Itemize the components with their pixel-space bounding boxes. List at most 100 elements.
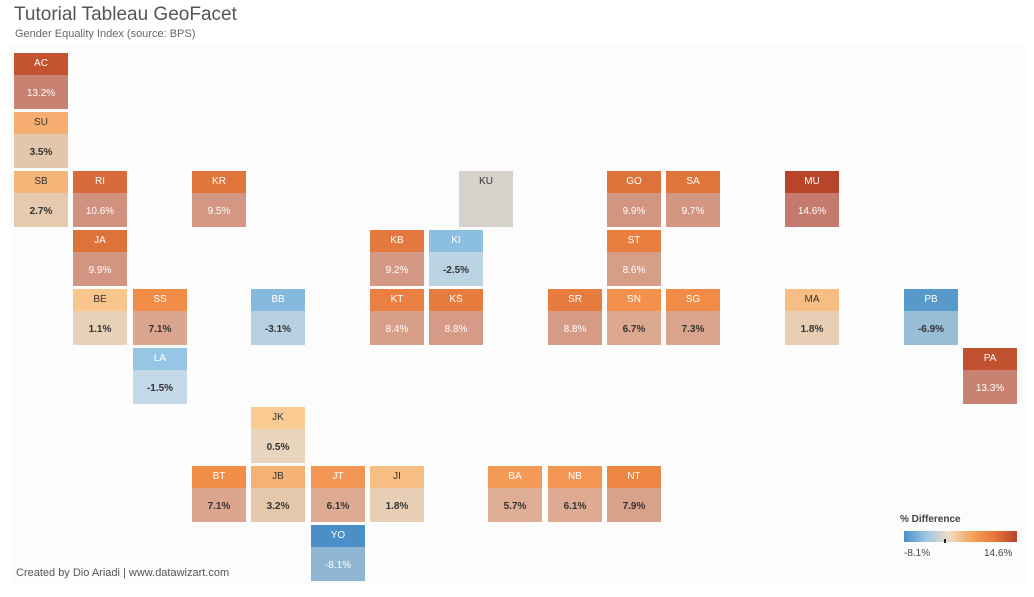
- tile-ma[interactable]: MA 1.8%: [785, 289, 839, 345]
- tile-area-edge: [251, 421, 305, 429]
- tile-la[interactable]: LA -1.5%: [133, 348, 187, 404]
- tile-ri[interactable]: RI 10.6%: [73, 171, 127, 227]
- tile-sa[interactable]: SA 9.7%: [666, 171, 720, 227]
- tile-code-label: MA: [804, 294, 820, 305]
- legend-max-label: 14.6%: [984, 548, 1013, 559]
- tile-area-edge: [459, 185, 513, 193]
- tile-body: [133, 368, 187, 404]
- tile-body: [488, 486, 542, 522]
- tile-yo[interactable]: YO -8.1%: [311, 525, 365, 581]
- tile-body: [785, 309, 839, 345]
- tile-area-edge: [785, 185, 839, 193]
- tile-nt[interactable]: NT 7.9%: [607, 466, 661, 522]
- tile-value-label: 7.3%: [681, 324, 705, 335]
- tile-code-label: KI: [451, 235, 461, 246]
- tile-area-edge: [133, 362, 187, 370]
- tile-value-label: 14.6%: [797, 206, 827, 217]
- tile-body: [192, 486, 246, 522]
- tile-body: [73, 191, 127, 227]
- tile-ki[interactable]: KI -2.5%: [429, 230, 483, 286]
- tile-body: [73, 309, 127, 345]
- tile-bt[interactable]: BT 7.1%: [192, 466, 246, 522]
- tile-value-label: 0.5%: [266, 442, 290, 453]
- tile-value-label: -6.9%: [917, 324, 945, 335]
- chart-subtitle: Gender Equality Index (source: BPS): [15, 28, 196, 40]
- tile-ja[interactable]: JA 9.9%: [73, 230, 127, 286]
- tile-area-edge: [311, 539, 365, 547]
- tile-bb[interactable]: BB -3.1%: [251, 289, 305, 345]
- tile-code-label: SR: [568, 294, 582, 305]
- tile-body: [666, 309, 720, 345]
- tile-body: [785, 191, 839, 227]
- tile-area-edge: [192, 480, 246, 488]
- tile-ku[interactable]: KU: [459, 171, 513, 227]
- tile-code-label: BA: [508, 471, 522, 482]
- tile-value-label: 7.1%: [148, 324, 172, 335]
- legend-zero-marker: [944, 539, 946, 543]
- tile-area-edge: [607, 480, 661, 488]
- tile-value-label: 1.8%: [800, 324, 824, 335]
- tile-value-label: -2.5%: [442, 265, 470, 276]
- tile-code-label: SB: [34, 176, 48, 187]
- tile-code-label: JB: [272, 471, 284, 482]
- tile-code-label: SN: [627, 294, 641, 305]
- tile-body: [311, 486, 365, 522]
- tile-st[interactable]: ST 8.6%: [607, 230, 661, 286]
- tile-nb[interactable]: NB 6.1%: [548, 466, 602, 522]
- tile-jk[interactable]: JK 0.5%: [251, 407, 305, 463]
- tile-code-label: PB: [924, 294, 938, 305]
- tile-body: [251, 427, 305, 463]
- tile-pb[interactable]: PB -6.9%: [904, 289, 958, 345]
- tile-mu[interactable]: MU 14.6%: [785, 171, 839, 227]
- tile-sg[interactable]: SG 7.3%: [666, 289, 720, 345]
- tile-code-label: JT: [332, 471, 344, 482]
- tile-body: [311, 545, 365, 581]
- tile-area-edge: [548, 480, 602, 488]
- tile-code-label: NT: [627, 471, 641, 482]
- tile-code-label: BE: [93, 294, 107, 305]
- tile-go[interactable]: GO 9.9%: [607, 171, 661, 227]
- tile-kb[interactable]: KB 9.2%: [370, 230, 424, 286]
- tile-area-edge: [370, 480, 424, 488]
- tile-sr[interactable]: SR 8.8%: [548, 289, 602, 345]
- tile-body: [548, 486, 602, 522]
- tile-kt[interactable]: KT 8.4%: [370, 289, 424, 345]
- tile-pa[interactable]: PA 13.3%: [963, 348, 1017, 404]
- tile-code-label: YO: [330, 530, 346, 541]
- tile-value-label: 1.1%: [88, 324, 112, 335]
- tile-body: [607, 309, 661, 345]
- tile-code-label: KT: [390, 294, 404, 305]
- tile-value-label: 8.4%: [385, 324, 409, 335]
- tile-sn[interactable]: SN 6.7%: [607, 289, 661, 345]
- tile-sb[interactable]: SB 2.7%: [14, 171, 68, 227]
- tile-code-label: MU: [804, 176, 820, 187]
- tile-area-edge: [666, 185, 720, 193]
- tile-kr[interactable]: KR 9.5%: [192, 171, 246, 227]
- tile-area-edge: [607, 244, 661, 252]
- tile-ks[interactable]: KS 8.8%: [429, 289, 483, 345]
- tile-body: [607, 191, 661, 227]
- tile-area-edge: [370, 244, 424, 252]
- tile-value-label: 6.1%: [326, 501, 350, 512]
- tile-jb[interactable]: JB 3.2%: [251, 466, 305, 522]
- tile-ss[interactable]: SS 7.1%: [133, 289, 187, 345]
- tile-area-edge: [14, 67, 68, 75]
- tile-body: [904, 309, 958, 345]
- tile-code-label: KB: [390, 235, 404, 246]
- tile-body: [251, 309, 305, 345]
- tile-area-edge: [251, 480, 305, 488]
- tile-ji[interactable]: JI 1.8%: [370, 466, 424, 522]
- tile-ac[interactable]: AC 13.2%: [14, 53, 68, 109]
- tile-code-label: GO: [626, 176, 642, 187]
- tile-ba[interactable]: BA 5.7%: [488, 466, 542, 522]
- footer-credit: Created by Dio Ariadi | www.datawizart.c…: [16, 567, 230, 579]
- tile-area-edge: [73, 185, 127, 193]
- tile-jt[interactable]: JT 6.1%: [311, 466, 365, 522]
- tile-code-label: NB: [568, 471, 582, 482]
- tile-code-label: RI: [95, 176, 105, 187]
- tile-code-label: KU: [479, 176, 493, 187]
- tile-be[interactable]: BE 1.1%: [73, 289, 127, 345]
- tile-su[interactable]: SU 3.5%: [14, 112, 68, 168]
- tile-area-edge: [311, 480, 365, 488]
